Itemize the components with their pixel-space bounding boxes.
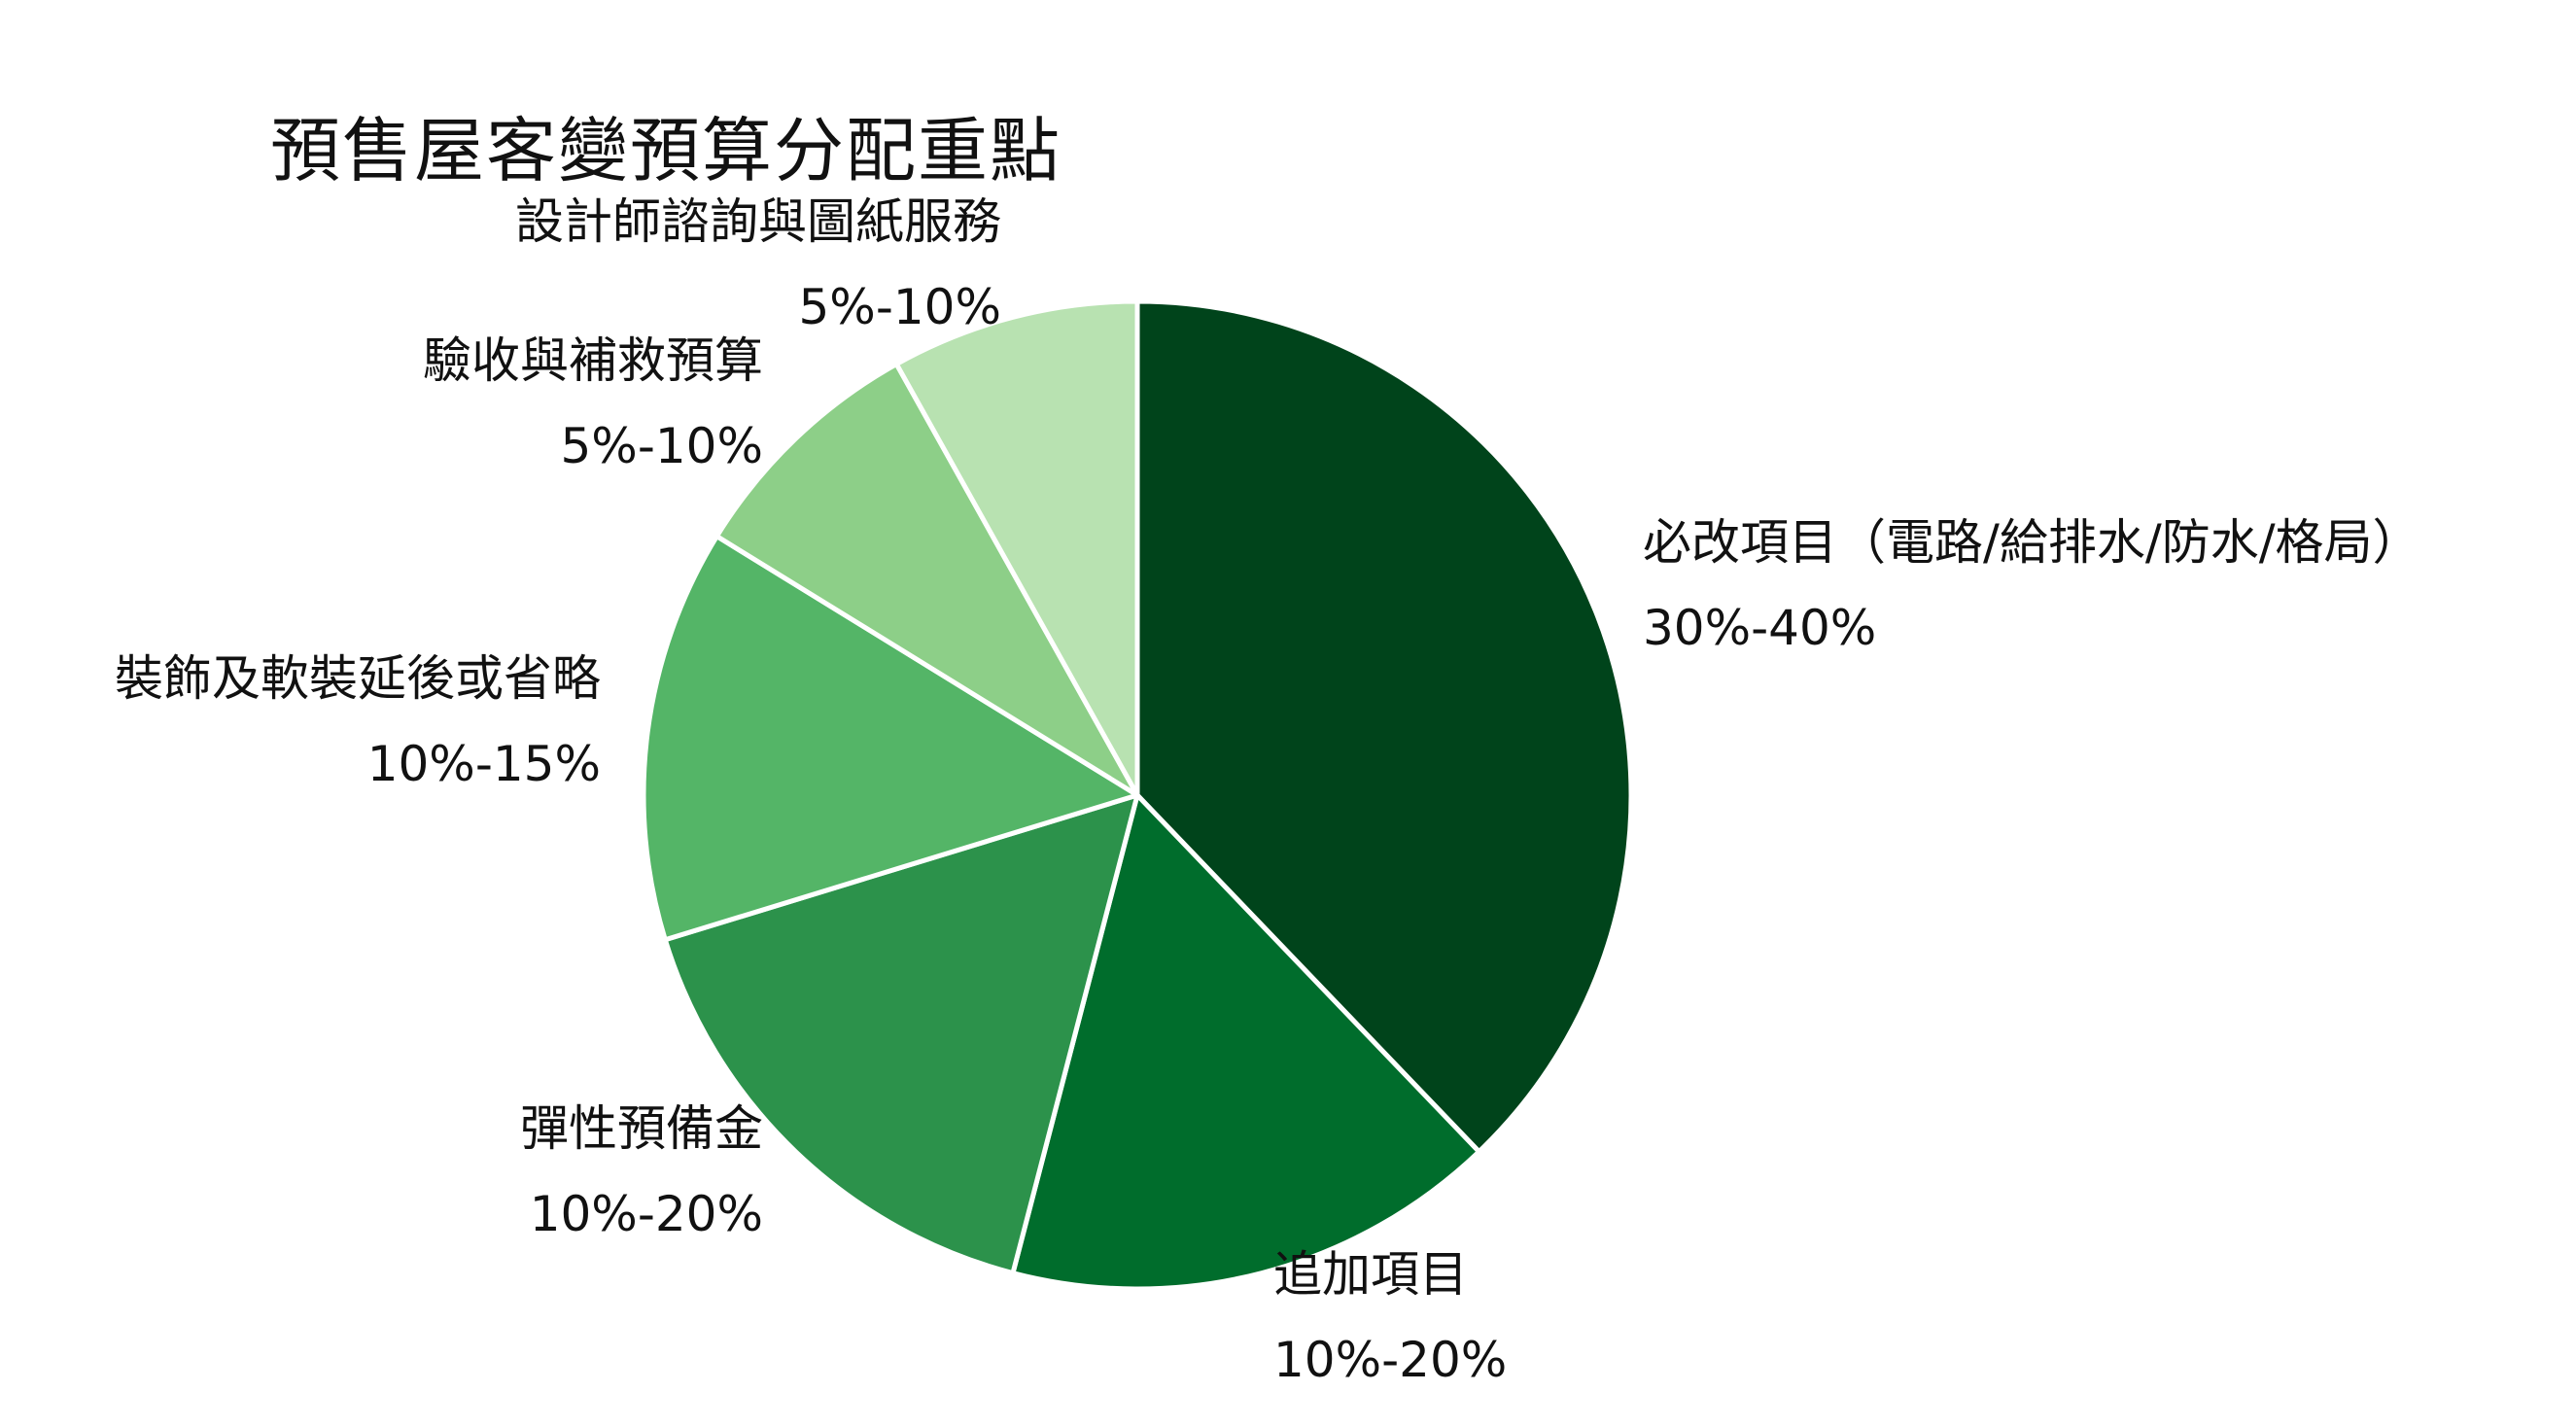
slice-label-6: 設計師諮詢與圖紙服務 5%-10% [515,193,1001,335]
slice-label-4: 裝飾及軟裝延後或省略 10%-15% [115,650,601,792]
slice-label-name: 必改項目（電路/給排水/防水/格局） [1643,514,2421,571]
slice-label-name: 裝飾及軟裝延後或省略 [115,650,601,707]
slice-label-range: 10%-20% [1273,1332,1507,1388]
slice-label-range: 10%-15% [367,736,601,792]
pie-slice-4 [641,534,1140,943]
slice-label-range: 30%-40% [1643,600,1876,656]
slice-label-range: 10%-20% [530,1186,763,1242]
slice-label-range: 5%-10% [799,279,1002,335]
slice-label-name: 彈性預備金 [520,1100,763,1157]
slice-label-2: 追加項目 10%-20% [1273,1246,1507,1388]
slice-label-name: 驗收與補救預算 [423,332,763,389]
pie-slices [641,298,1634,1292]
pie-slice-6 [893,298,1140,798]
slice-label-range: 5%-10% [561,418,764,474]
slice-label-3: 彈性預備金 10%-20% [520,1100,763,1242]
pie-slice-3 [662,792,1140,1276]
chart-title: 預售屋客變預算分配重點 [269,110,1062,191]
pie-labels: 必改項目（電路/給排水/防水/格局） 30%-40%追加項目 10%-20%彈性預備… [115,193,2421,1388]
slice-label-name: 追加項目 [1273,1246,1468,1303]
slice-label-name: 設計師諮詢與圖紙服務 [515,193,1001,250]
pie-slice-1 [1134,298,1634,1155]
slice-label-5: 驗收與補救預算 5%-10% [423,332,763,474]
pie-slice-5 [714,362,1140,798]
pie-slice-2 [1010,792,1482,1292]
slice-label-1: 必改項目（電路/給排水/防水/格局） 30%-40% [1643,514,2421,656]
